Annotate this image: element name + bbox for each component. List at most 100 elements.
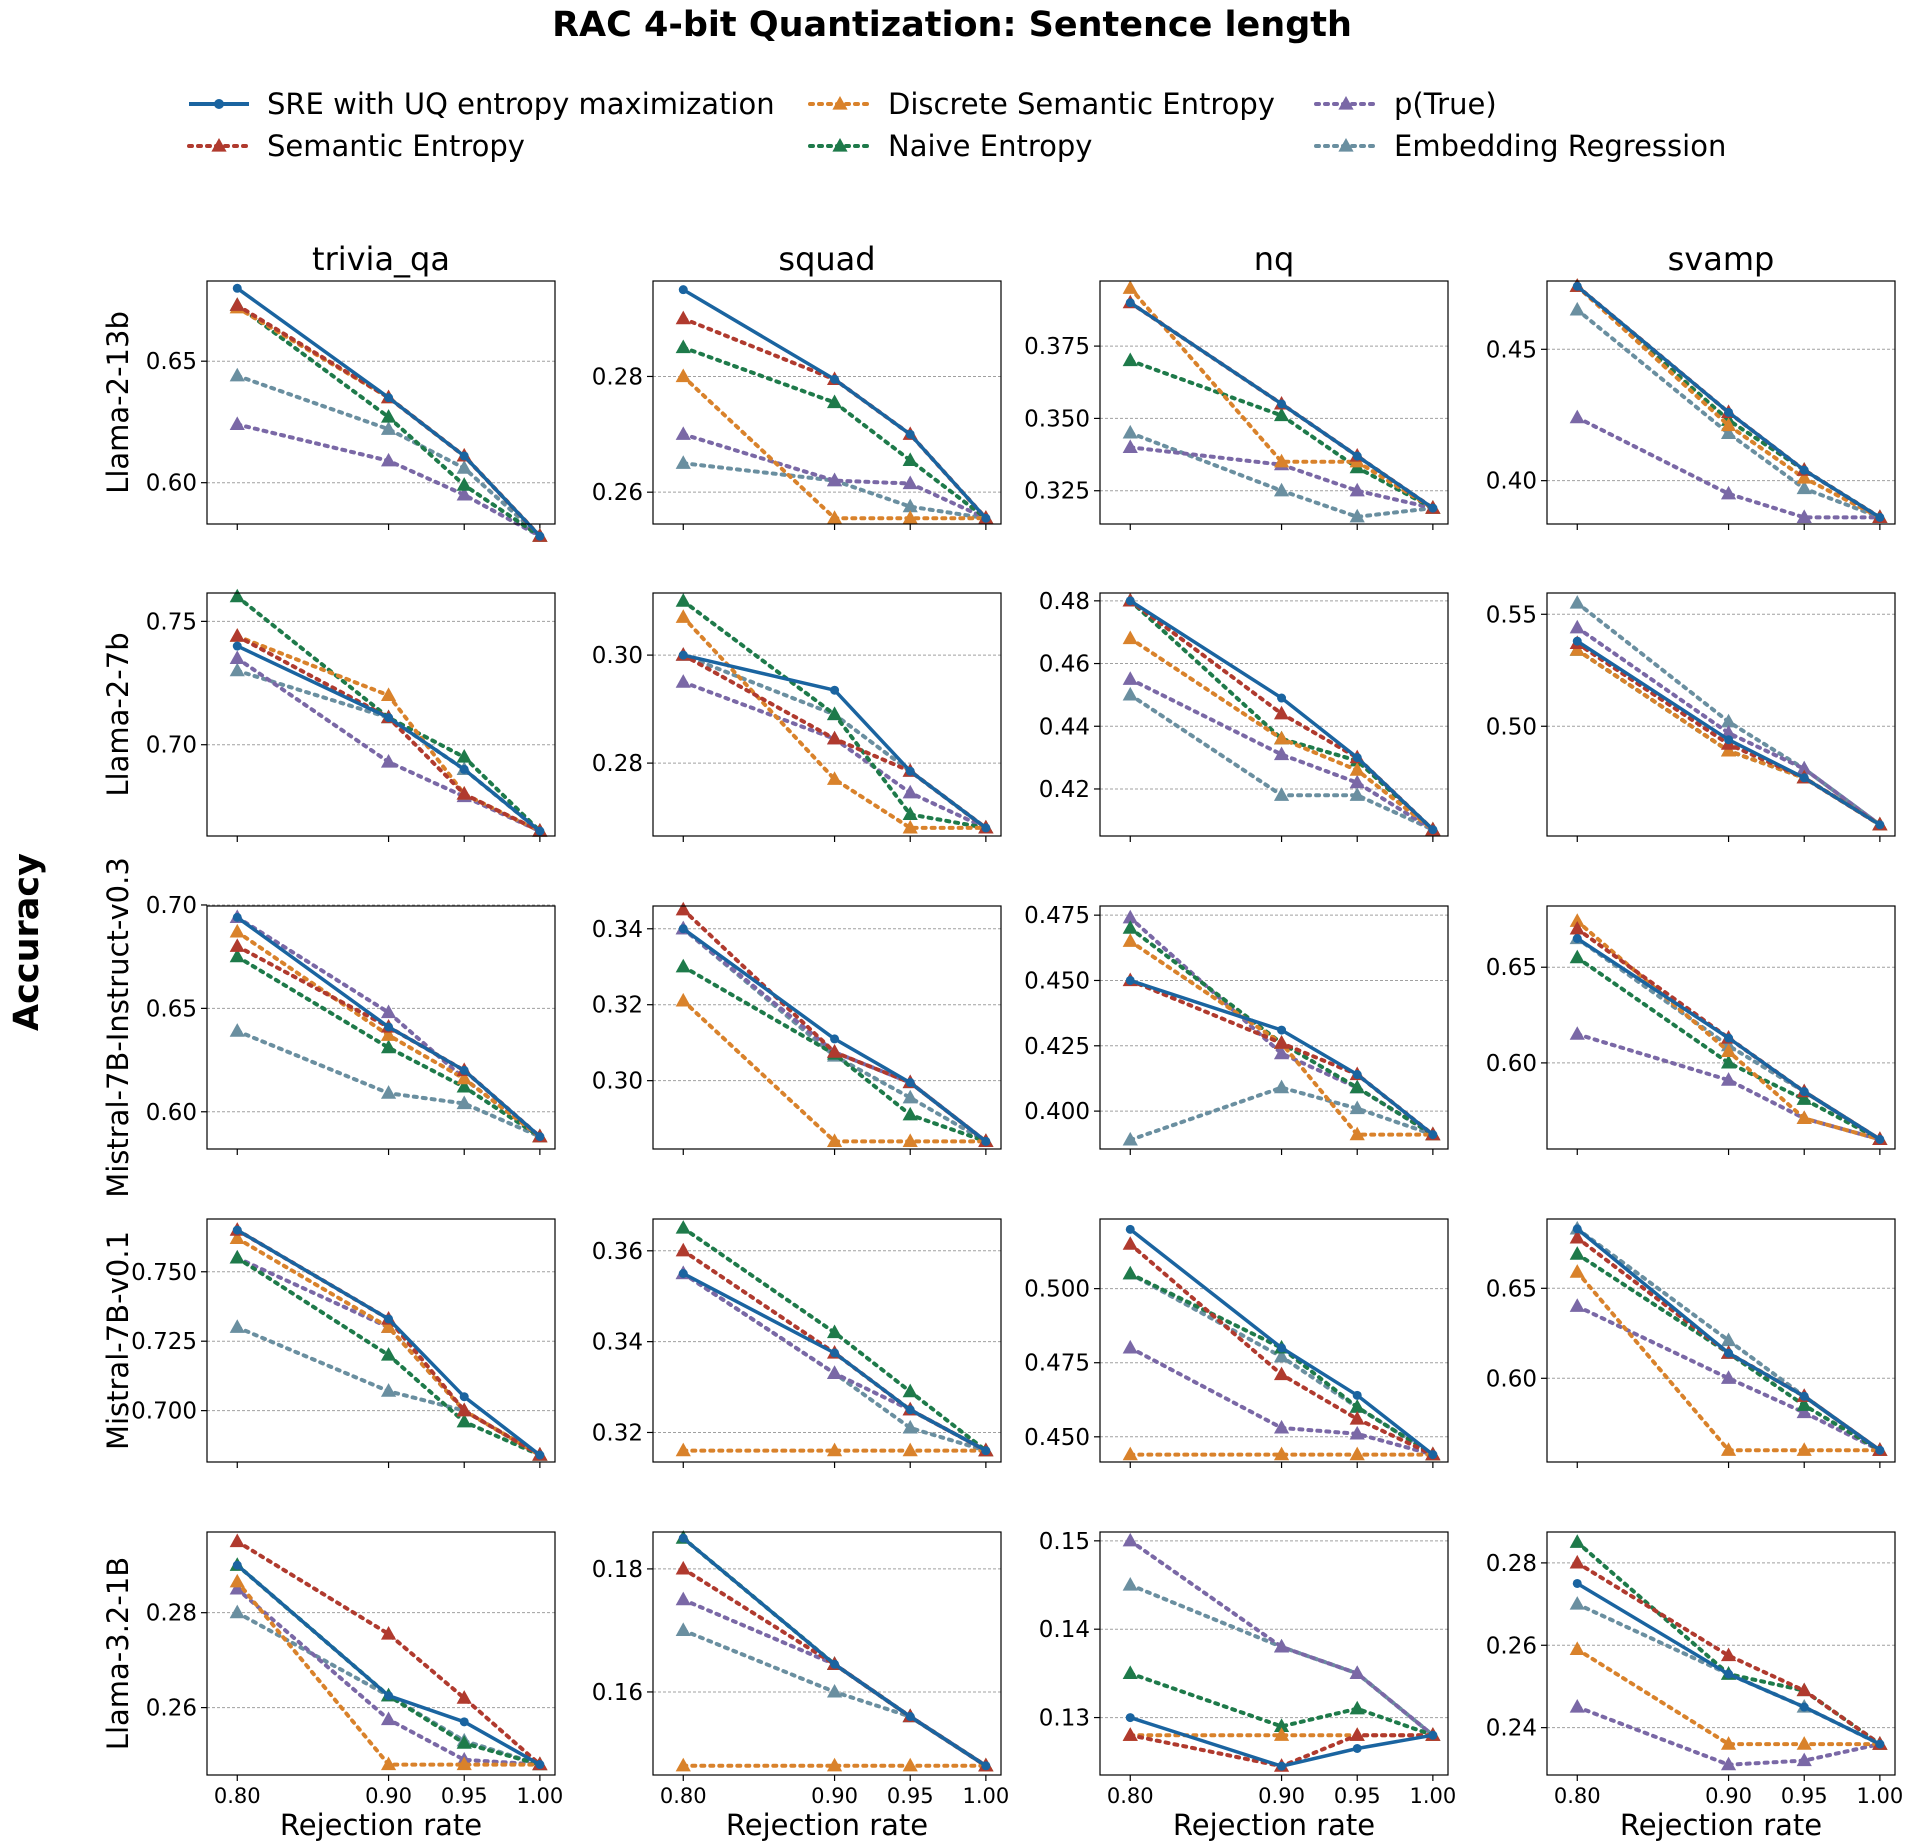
y-tick-label: 0.700 [131,1399,197,1425]
y-tick-label: 0.32 [592,1420,643,1446]
data-point [229,1023,245,1037]
data-point [826,1757,843,1772]
series-line [1128,1345,1435,1457]
x-tick-label: 0.80 [1107,1784,1154,1808]
panel-mistral-7b-v0-1-trivia-qa: 0.700 0.725 0.750 [131,1218,556,1468]
data-point [905,766,915,776]
y-tick-label: 0.34 [592,917,643,943]
panel-frame [1546,592,1896,837]
y-tick-label: 0.48 [1039,589,1090,615]
series-line [1128,926,1435,1137]
y-tick-label: 0.325 [1024,479,1090,505]
panel-llama-2-13b-squad: 0.26 0.28 [592,280,1002,530]
series-line [235,1539,542,1767]
data-point [902,498,918,513]
data-point [1122,280,1138,294]
data-point [1122,1339,1138,1354]
data-point [459,451,469,461]
series-naive-entropy [675,1220,994,1457]
data-point [229,938,245,952]
panel-mistral-7b-v0-1-svamp: 0.60 0.65 [1486,1218,1896,1468]
series-discrete-semantic-entropy [229,923,548,1143]
data-point [902,1133,918,1148]
data-point [1277,693,1287,703]
data-point [826,472,843,487]
y-tick-label: 0.26 [592,480,643,506]
x-tick-label: 1.00 [962,1784,1009,1808]
y-tick-label: 0.60 [1486,1366,1537,1392]
data-point [456,1735,472,1749]
data-point [1569,913,1585,927]
data-point [380,452,397,467]
series-line [681,461,988,521]
data-point [1349,762,1365,776]
y-tick-label: 0.15 [1039,1529,1090,1555]
data-point [229,662,245,677]
y-tick-label: 0.28 [146,1601,197,1627]
series-line [681,345,988,521]
data-point [1875,1445,1885,1455]
y-tick-label: 0.60 [146,1100,197,1126]
data-point [1796,1736,1812,1750]
data-point [1796,1682,1812,1697]
data-point [1799,1087,1809,1097]
data-point [1875,1739,1885,1749]
series-line [1128,358,1435,511]
data-point [678,650,688,660]
legend-item-p-true: p(True) [1314,87,1497,121]
series-line [236,644,542,833]
data-point [456,486,472,501]
data-point [1122,1446,1138,1461]
data-point [456,1402,472,1417]
legend-label: Embedding Regression [1394,129,1726,163]
series-line [681,615,988,830]
data-point [981,1446,991,1456]
data-point [675,1591,691,1606]
data-point [459,1065,469,1075]
series-line [1128,636,1435,832]
data-point [1569,1229,1585,1244]
data-point [535,1760,545,1770]
data-point [678,924,688,934]
x-tick-label: 0.90 [1705,1784,1752,1808]
series-line [235,1579,542,1767]
data-point [1569,1026,1585,1040]
data-point [1569,1534,1585,1548]
series-semantic-entropy [1569,920,1888,1146]
data-point [826,510,843,524]
series-naive-entropy [229,1249,548,1461]
data-point [229,1249,245,1264]
data-point [1569,1246,1585,1260]
data-point [905,1712,915,1722]
data-point [380,1039,397,1054]
data-point [1273,705,1290,720]
panel-frame [206,905,556,1150]
data-point [229,1533,245,1548]
data-point [1352,753,1362,763]
data-point [678,285,688,295]
data-point [826,1442,843,1457]
data-point [1122,671,1138,685]
data-point [380,1383,397,1397]
series-line [1129,1715,1434,1768]
data-point [1569,1699,1585,1713]
data-point [1273,1045,1290,1060]
y-tick-label: 0.32 [592,993,643,1019]
data-point [380,1347,397,1361]
data-point [1572,1224,1582,1234]
data-point [1569,301,1585,316]
data-point [1569,1298,1585,1312]
data-point [830,1034,840,1044]
legend-item-embedding-regression: Embedding Regression [1314,129,1726,163]
series-discrete-semantic-entropy [1569,913,1888,1146]
data-point [675,674,691,688]
y-tick-label: 0.42 [1039,777,1090,803]
data-point [1122,1265,1138,1280]
panel-llama-2-13b-trivia-qa: 0.60 0.65 [146,280,556,542]
data-point [1720,425,1737,439]
y-tick-label: 0.65 [1486,1276,1537,1302]
panel-frame [652,592,1002,837]
data-point [1428,825,1438,835]
y-tick-label: 0.375 [1024,334,1090,360]
data-point [1724,1033,1734,1043]
